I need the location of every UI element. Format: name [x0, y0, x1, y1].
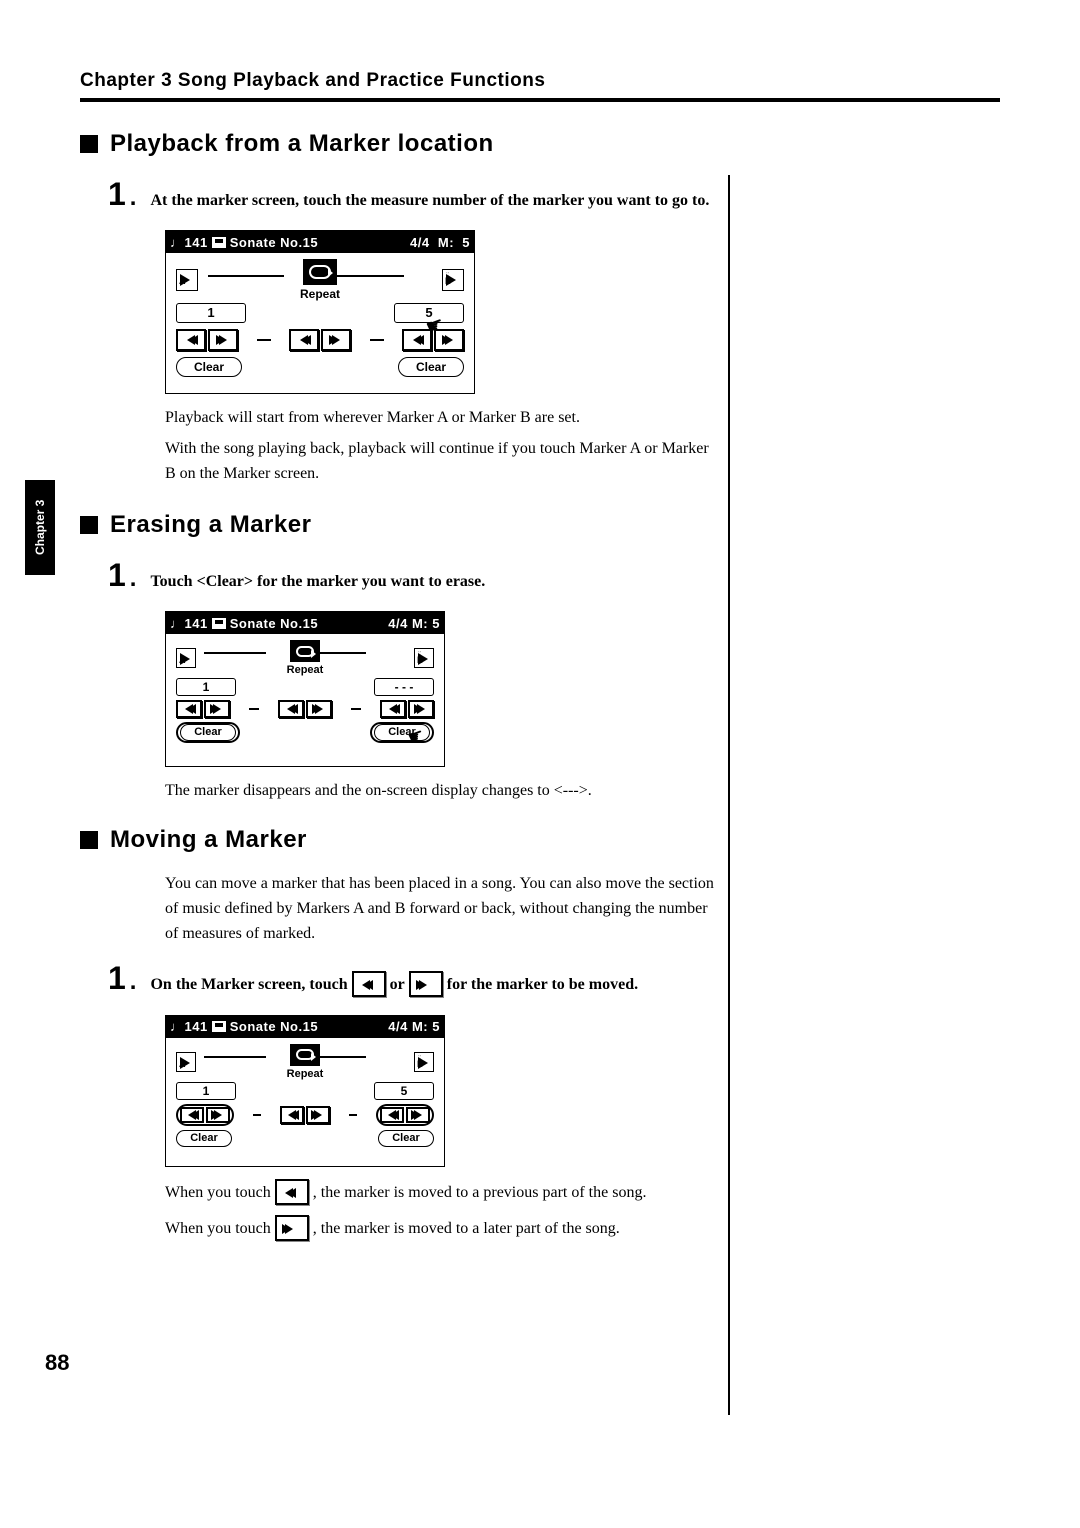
- rewind-button: [176, 329, 206, 351]
- step-text: At the marker screen, touch the measure …: [150, 186, 720, 216]
- rewind-icon: [275, 1179, 309, 1205]
- body-text: When you touch , the marker is moved to …: [165, 1181, 720, 1207]
- forward-button: [321, 329, 351, 351]
- tempo-icon: [170, 235, 185, 250]
- chapter-side-tab: Chapter 3: [25, 480, 55, 575]
- step-text: On the Marker screen, touch or for the m…: [150, 970, 720, 1000]
- step-text: Touch <Clear> for the marker you want to…: [150, 567, 720, 597]
- body-text: Playback will start from wherever Marker…: [165, 406, 720, 431]
- step-number: 1: [108, 176, 126, 213]
- margin-rule: [728, 175, 730, 1415]
- step-number: 1: [108, 960, 126, 997]
- lcd-screenshot-2: 141 Sonate No.15 4/4 M: 5 Repeat: [165, 611, 445, 767]
- marker-a-flag: [176, 269, 198, 291]
- step-number: 1: [108, 557, 126, 594]
- lcd-screenshot-3: 141 Sonate No.15 4/4 M: 5 Repeat: [165, 1015, 445, 1167]
- forward-button: [208, 329, 238, 351]
- clear-button: Clear: [176, 357, 242, 377]
- rewind-button: [289, 329, 319, 351]
- forward-icon: [275, 1215, 309, 1241]
- lcd-screenshot-1: 141 Sonate No.15 4/4 M: 5 Repeat: [165, 230, 475, 394]
- body-text: The marker disappears and the on-screen …: [165, 779, 720, 804]
- body-text: You can move a marker that has been plac…: [165, 872, 720, 946]
- rewind-icon: [352, 971, 386, 997]
- disk-icon: [212, 237, 226, 248]
- clear-button: Clear: [398, 357, 464, 377]
- page-number: 88: [45, 1350, 69, 1376]
- section-playback-title: Playback from a Marker location: [80, 130, 720, 158]
- header-rule: [80, 98, 1000, 102]
- body-text: When you touch , the marker is moved to …: [165, 1217, 720, 1243]
- forward-icon: [409, 971, 443, 997]
- section-erasing-title: Erasing a Marker: [80, 511, 720, 539]
- body-text: With the song playing back, playback wil…: [165, 437, 720, 487]
- repeat-icon: [303, 259, 337, 285]
- marker-a-measure: 1: [176, 303, 246, 323]
- section-moving-title: Moving a Marker: [80, 826, 720, 854]
- marker-b-flag: ::: [442, 269, 464, 291]
- chapter-header: Chapter 3 Song Playback and Practice Fun…: [80, 70, 1000, 92]
